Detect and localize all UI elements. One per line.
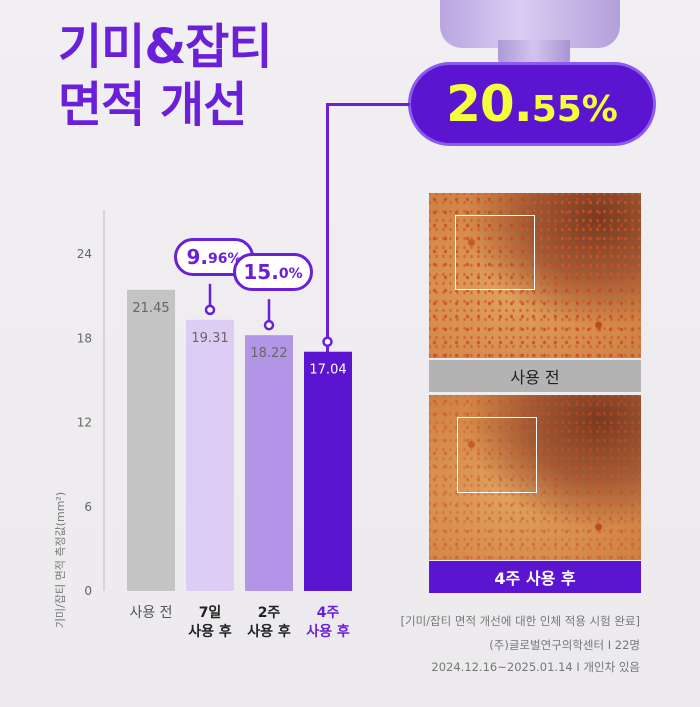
footnote-line-1: [기미/잡티 면적 개선에 대한 인체 적용 시험 완료] (400, 614, 640, 628)
reduction-badge: 15. 0% (233, 253, 313, 292)
x-category-label: 사용 전 (129, 605, 172, 621)
y-tick-label: 6 (84, 500, 92, 514)
badge-value-big: 9. (186, 244, 208, 269)
page-title: 기미&잡티 면적 개선 (58, 18, 358, 134)
bar-value-label: 21.45 (132, 301, 169, 316)
x-category-label-line2: 사용 후 (188, 624, 232, 640)
after-photo (429, 395, 641, 560)
before-skin-image (429, 193, 641, 358)
callout-value-big: 20. (446, 75, 533, 133)
footnote-line-2: (주)글로벌연구의학센터 I 22명 (489, 638, 640, 652)
x-category-label-line2: 사용 후 (247, 624, 291, 640)
x-category-label-line2: 사용 후 (306, 624, 350, 640)
badge-dot (263, 319, 275, 331)
callout-leader-horizontal (326, 103, 410, 106)
bar-0 (127, 289, 175, 591)
callout-value-small: 55% (531, 88, 618, 130)
title-line-2: 면적 개선 (58, 77, 247, 133)
x-category-label: 7일 (199, 605, 222, 621)
improvement-callout: 20. 55% (408, 62, 656, 146)
footnote-line-3: 2024.12.16~2025.01.14 I 개인차 있음 (431, 660, 640, 674)
y-tick-label: 18 (77, 331, 92, 345)
x-category-label: 4주 (317, 605, 340, 621)
after-skin-image (429, 395, 641, 560)
before-photo-label: 사용 전 (429, 360, 641, 392)
y-tick-label: 12 (77, 416, 92, 430)
y-tick-label: 24 (77, 247, 92, 261)
bar-value-label: 19.31 (191, 331, 228, 346)
after-photo-label: 4주 사용 후 (429, 561, 641, 593)
bar-3 (304, 351, 352, 591)
y-tick-label: 0 (84, 584, 92, 598)
badge-value-small: 96% (208, 250, 242, 267)
x-category-label: 2주 (258, 605, 281, 621)
badge-dot (204, 304, 216, 316)
title-line-1: 기미&잡티 (58, 19, 273, 75)
before-focus-box (455, 215, 535, 290)
before-photo (429, 193, 641, 358)
bar-2 (245, 335, 293, 591)
callout-leader-vertical (326, 103, 329, 365)
y-axis-label: 기미/잡티 면적 측정값(mm²) (54, 492, 67, 628)
bar-value-label: 18.22 (250, 346, 287, 361)
badge-value-small: 0% (278, 266, 303, 283)
after-focus-box (457, 417, 537, 493)
bar-1 (186, 319, 234, 591)
badge-value-big: 15. (243, 260, 279, 285)
